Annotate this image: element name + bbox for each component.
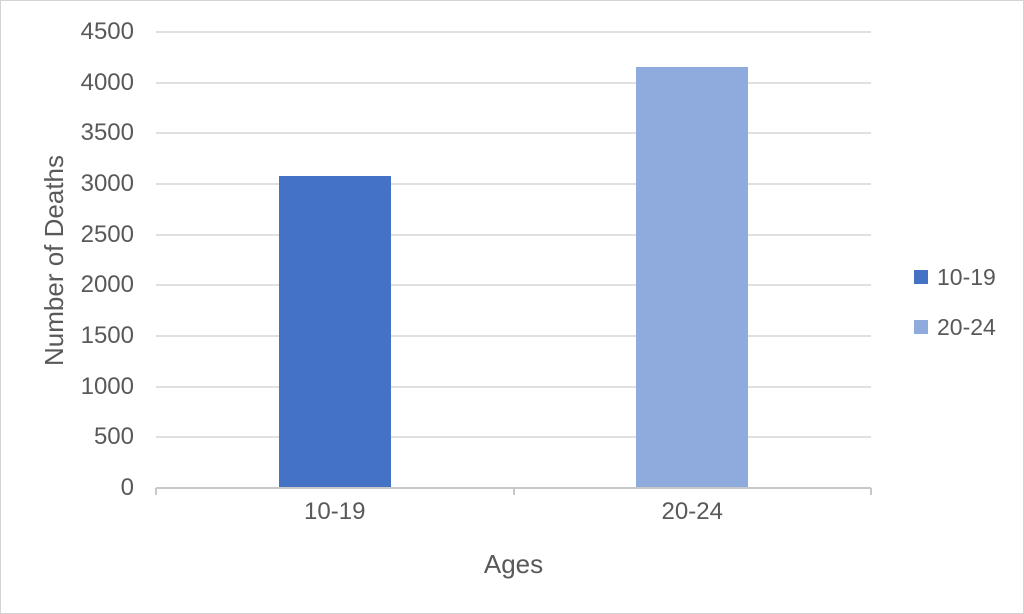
- legend: 10-19 20-24: [914, 264, 996, 364]
- gridline-3000: [156, 183, 871, 185]
- y-tick-label-0: 0: [120, 474, 134, 501]
- legend-entry-20-24: 20-24: [914, 314, 996, 340]
- gridline-4500: [156, 31, 871, 33]
- gridline-2000: [156, 284, 871, 287]
- gridline-3500: [156, 132, 871, 135]
- bar-20-24: [636, 67, 749, 488]
- x-axis-tick-2: [870, 488, 872, 495]
- gridline-2500: [156, 233, 871, 236]
- x-axis-title: Ages: [483, 549, 544, 579]
- plot-area: 0 500 1000 1500 2000 2500 3000 3500 4000 4500 10-…: [81, 18, 872, 525]
- legend-entry-10-19: 10-19: [914, 264, 996, 290]
- x-axis-tick-0: [155, 488, 157, 495]
- y-tick-label-2500: 2500: [80, 220, 134, 248]
- y-axis-title: Number of Deaths: [37, 32, 71, 488]
- x-axis-tick-1: [512, 488, 515, 495]
- legend-swatch-icon: [914, 320, 928, 334]
- y-tick-label-500: 500: [93, 423, 134, 451]
- gridline-4000: [156, 81, 871, 84]
- gridline-500: [156, 436, 871, 439]
- gridline-1500: [156, 335, 871, 337]
- y-tick-label-1000: 1000: [80, 372, 134, 400]
- legend-label: 10-19: [937, 264, 996, 290]
- y-tick-label-3500: 3500: [80, 119, 134, 147]
- y-tick-label-1500: 1500: [80, 322, 134, 349]
- bar-10-19: [278, 176, 391, 488]
- x-cat-label-10-19: 10-19: [304, 498, 366, 525]
- legend-swatch-icon: [914, 270, 928, 284]
- y-tick-label-3000: 3000: [80, 170, 134, 197]
- legend-label: 20-24: [937, 314, 996, 340]
- y-tick-label-2000: 2000: [80, 271, 134, 299]
- y-tick-label-4000: 4000: [80, 68, 134, 96]
- gridline-1000: [156, 385, 871, 388]
- x-cat-label-20-24: 20-24: [661, 498, 723, 525]
- y-tick-label-4500: 4500: [80, 18, 134, 45]
